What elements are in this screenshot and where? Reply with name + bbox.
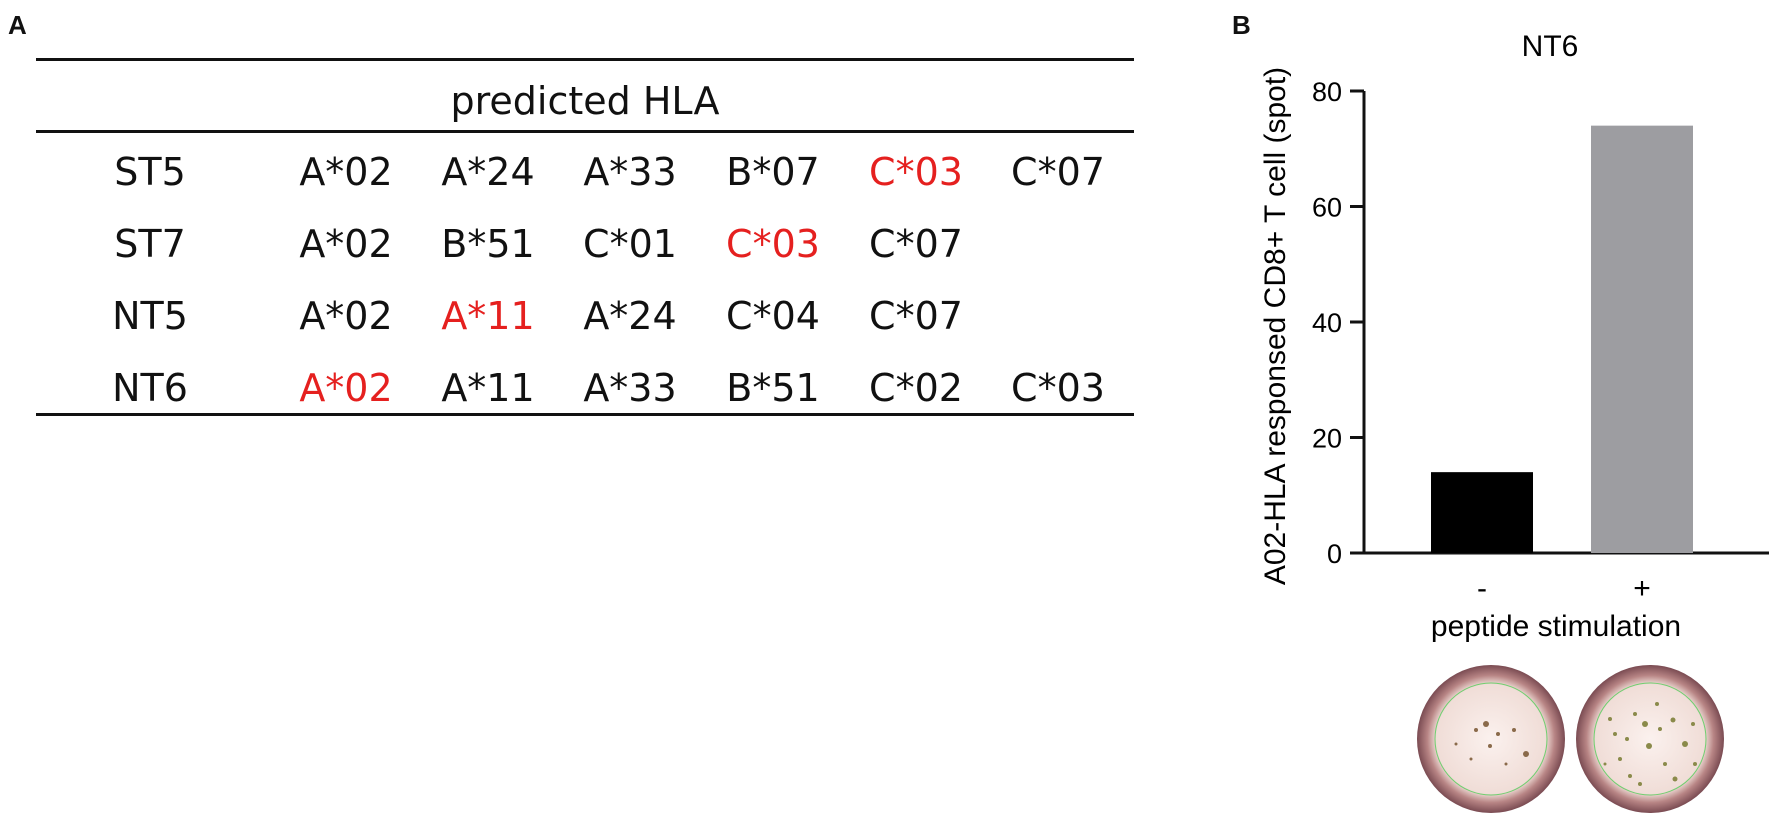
y-axis-label: A02-HLA responsed CD8+ T cell (spot) — [1259, 67, 1292, 585]
sample-name: NT5 — [112, 294, 188, 338]
table-bottom-rule — [36, 413, 1134, 416]
x-tick-label: + — [1633, 572, 1651, 605]
hla-allele: C*07 — [1011, 150, 1105, 194]
hla-allele: A*02 — [299, 366, 393, 410]
hla-allele: C*04 — [726, 294, 820, 338]
hla-allele: A*02 — [299, 222, 393, 266]
axes: 0 20 40 60 80 — [1312, 77, 1769, 569]
bars: - + — [1431, 125, 1693, 605]
table-header-rule — [36, 130, 1134, 133]
elispot-well-plus — [1575, 664, 1725, 814]
hla-allele: B*51 — [441, 222, 535, 266]
elispot-panel: NT6 A02-HLA responsed CD8+ T cell (spot)… — [1200, 0, 1775, 829]
hla-allele: C*07 — [869, 294, 963, 338]
hla-allele: A*33 — [583, 366, 677, 410]
hla-allele: A*11 — [441, 294, 535, 338]
bar-chart: NT6 A02-HLA responsed CD8+ T cell (spot)… — [1259, 30, 1769, 643]
hla-allele: A*33 — [583, 150, 677, 194]
hla-allele: A*02 — [299, 150, 393, 194]
hla-allele: B*51 — [726, 366, 820, 410]
panel-b-label: B — [1232, 10, 1251, 40]
hla-allele: B*07 — [726, 150, 820, 194]
hla-allele: C*03 — [1011, 366, 1105, 410]
elispot-well-minus — [1416, 664, 1566, 814]
sample-name: ST7 — [114, 222, 186, 266]
hla-allele: C*03 — [726, 222, 820, 266]
chart-title: NT6 — [1522, 30, 1579, 63]
y-tick-label: 0 — [1327, 539, 1342, 569]
hla-table: predicted HLA ST5 A*02 A*24 A*33 B*07 C*03 C*0… — [36, 58, 1134, 416]
hla-allele: C*02 — [869, 366, 963, 410]
hla-allele: C*03 — [869, 150, 963, 194]
sample-name: ST5 — [114, 150, 186, 194]
sample-name: NT6 — [112, 366, 188, 410]
hla-allele: A*24 — [441, 150, 535, 194]
hla-allele: C*01 — [583, 222, 677, 266]
y-tick-label: 80 — [1312, 77, 1342, 107]
hla-allele: A*24 — [583, 294, 677, 338]
table-header: predicted HLA — [450, 79, 720, 123]
bar — [1431, 472, 1533, 553]
bar — [1591, 125, 1693, 554]
x-tick-label: - — [1477, 572, 1487, 605]
table-top-rule — [36, 58, 1134, 61]
panel-a-label: A — [8, 10, 27, 40]
hla-allele: A*11 — [441, 366, 535, 410]
hla-allele: A*02 — [299, 294, 393, 338]
x-axis-label: peptide stimulation — [1431, 610, 1681, 643]
y-tick-label: 20 — [1312, 424, 1342, 454]
hla-allele: C*07 — [869, 222, 963, 266]
y-tick-label: 60 — [1312, 193, 1342, 223]
y-tick-label: 40 — [1312, 308, 1342, 338]
